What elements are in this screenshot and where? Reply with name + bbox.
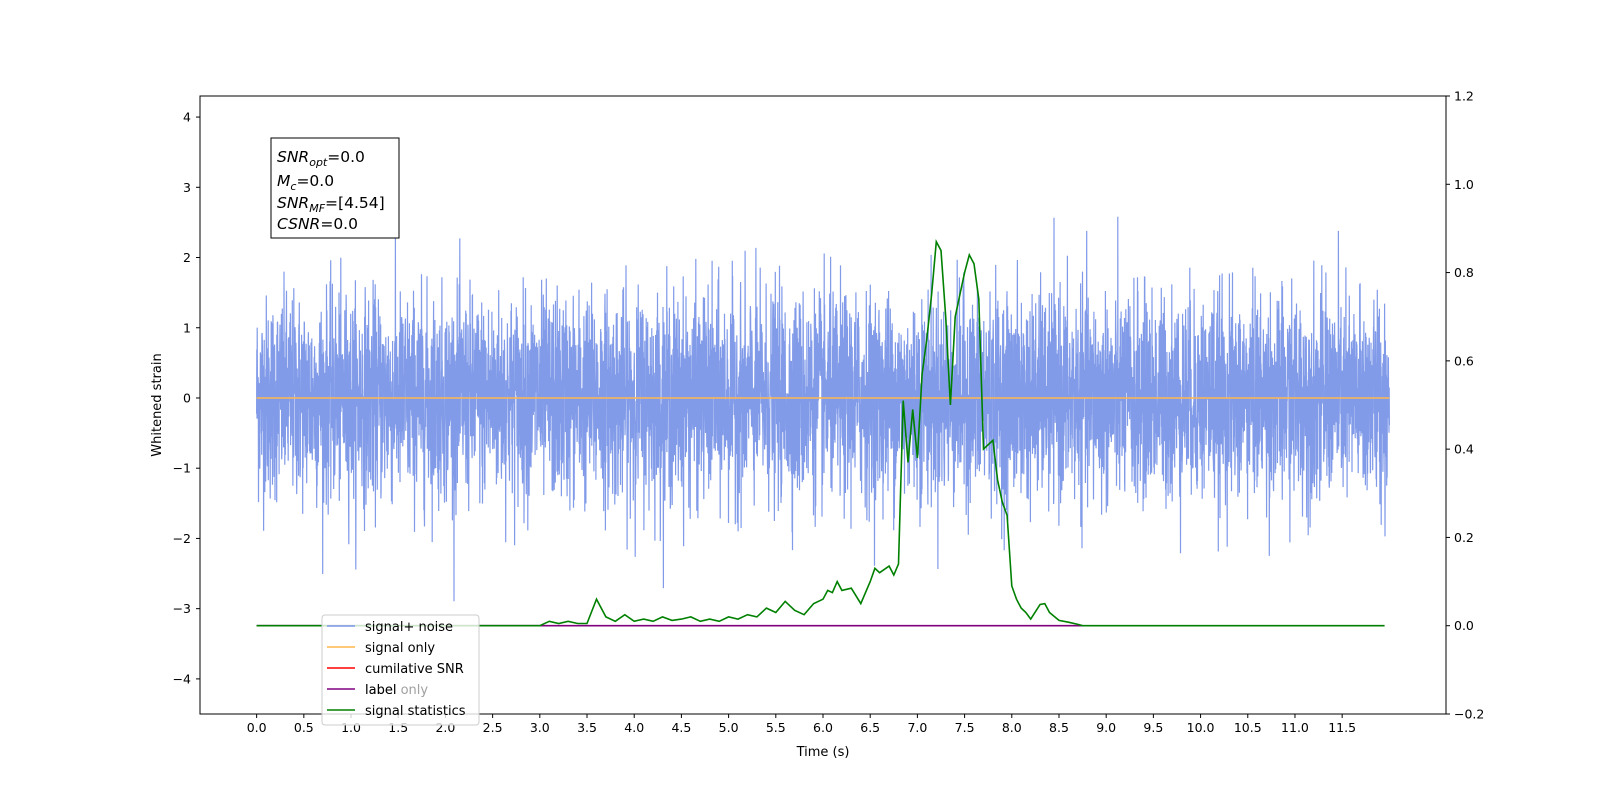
- y-axis-ticks: 4 3 2 1 0 −1 −2 −3 −4: [173, 110, 200, 686]
- legend: signal+ noise signal only cumilative SNR…: [321, 614, 480, 726]
- x-tick-label: 8.0: [1002, 720, 1022, 735]
- y-tick-label: 3: [183, 180, 191, 195]
- x-tick-label: 0.0: [247, 720, 267, 735]
- y2-axis-ticks: 1.2 1.0 0.8 0.6 0.4 0.2 0.0 −0.2: [1446, 89, 1484, 722]
- x-tick-label: 9.0: [1096, 720, 1116, 735]
- legend-label-signal-statistics: signal statistics: [365, 704, 466, 719]
- x-tick-label: 7.5: [955, 720, 975, 735]
- y2-tick-label: −0.2: [1454, 707, 1484, 722]
- x-tick-label: 7.0: [907, 720, 927, 735]
- y-tick-label: −1: [173, 461, 191, 476]
- x-tick-label: 2.5: [483, 720, 503, 735]
- x-tick-label: 3.0: [530, 720, 550, 735]
- y-tick-label: 2: [183, 250, 191, 265]
- signal-noise-line: [256, 216, 1390, 602]
- y-tick-label: 1: [183, 320, 191, 335]
- x-tick-label: 4.0: [624, 720, 644, 735]
- info-line-mc: Mc=0.0: [277, 172, 334, 193]
- x-tick-label: 8.5: [1049, 720, 1069, 735]
- legend-label-signal-noise: signal+ noise: [365, 620, 453, 635]
- legend-label-label-only: label only: [365, 683, 428, 698]
- legend-label-cumulative-snr: cumilative SNR: [365, 662, 464, 677]
- y2-tick-label: 0.8: [1454, 265, 1474, 280]
- info-line-snr-opt: SNRopt=0.0: [277, 148, 365, 169]
- y2-tick-label: 0.2: [1454, 530, 1474, 545]
- y-tick-label: 4: [183, 110, 191, 125]
- x-tick-label: 0.5: [294, 720, 314, 735]
- legend-frame: [321, 614, 480, 726]
- y-axis-label: Whitened strain: [150, 353, 165, 456]
- x-tick-label: 3.5: [577, 720, 597, 735]
- signal-statistics-line: [256, 238, 1385, 627]
- info-line-snr-mf: SNRMF=[4.54]: [277, 194, 385, 215]
- x-axis-label: Time (s): [796, 745, 850, 760]
- y-tick-label: −4: [173, 671, 191, 686]
- legend-label-label: label: [365, 683, 396, 698]
- info-line-csnr: CSNR=0.0: [277, 215, 358, 233]
- signal-noise-series: [256, 216, 1390, 602]
- x-tick-label: 10.0: [1187, 720, 1215, 735]
- y2-tick-label: 1.0: [1454, 177, 1474, 192]
- y-tick-label: −3: [173, 601, 191, 616]
- x-tick-label: 5.5: [766, 720, 786, 735]
- y2-tick-label: 1.2: [1454, 89, 1474, 104]
- y2-tick-label: 0.6: [1454, 353, 1474, 368]
- y2-tick-label: 0.0: [1454, 618, 1474, 633]
- x-tick-label: 11.0: [1281, 720, 1309, 735]
- y-tick-label: −2: [173, 531, 191, 546]
- x-tick-label: 6.5: [860, 720, 880, 735]
- info-box: SNRopt=0.0 Mc=0.0 SNRMF=[4.54] CSNR=0.0: [270, 137, 400, 239]
- x-tick-label: 10.5: [1234, 720, 1262, 735]
- y2-tick-label: 0.4: [1454, 442, 1474, 457]
- x-tick-label: 11.5: [1328, 720, 1356, 735]
- x-tick-label: 6.0: [813, 720, 833, 735]
- y-tick-label: 0: [183, 390, 191, 405]
- x-tick-label: 4.5: [671, 720, 691, 735]
- x-tick-label: 9.5: [1143, 720, 1163, 735]
- legend-label-signal-only: signal only: [365, 641, 435, 656]
- info-box-frame: [270, 137, 400, 239]
- x-tick-label: 5.0: [719, 720, 739, 735]
